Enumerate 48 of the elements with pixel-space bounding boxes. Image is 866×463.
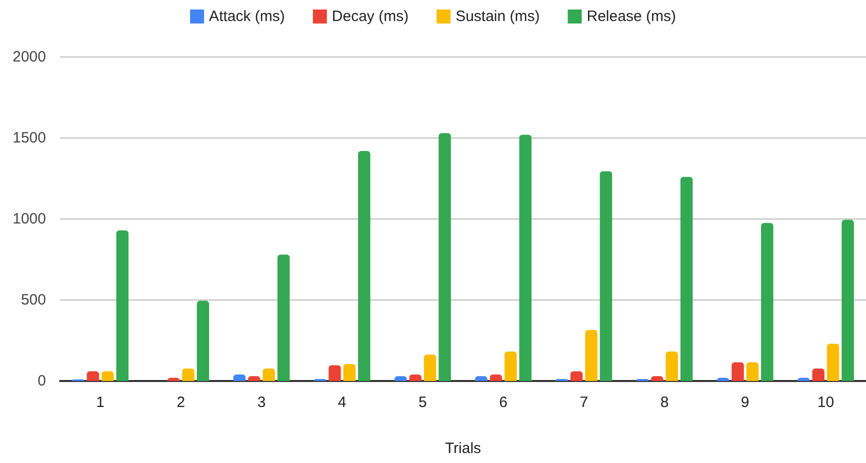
y-tick-label: 1000 [12, 210, 46, 228]
bar [761, 223, 774, 381]
bar [277, 254, 290, 381]
bar [328, 365, 341, 381]
bar [826, 344, 840, 381]
x-tick-label: 4 [338, 394, 346, 411]
x-tick-label: 5 [418, 394, 427, 411]
bar [732, 362, 744, 381]
x-tick-label: 3 [257, 394, 266, 411]
x-tick-label: 6 [499, 394, 508, 411]
bar [86, 371, 100, 381]
y-tick-label: 2000 [12, 48, 46, 66]
x-tick-label: 2 [176, 394, 186, 411]
x-tick-label: 1 [96, 394, 104, 411]
y-tick-label: 0 [38, 372, 46, 390]
bar [812, 368, 824, 381]
bar [666, 352, 678, 381]
bar [102, 371, 114, 381]
bar [842, 220, 854, 381]
x-tick-label: 10 [817, 394, 834, 411]
y-tick-label: 500 [20, 292, 46, 308]
bar [358, 150, 370, 381]
bar [504, 352, 517, 381]
bar [116, 230, 129, 381]
bar [409, 374, 422, 381]
bar [182, 368, 194, 381]
bar [519, 134, 532, 381]
x-tick-label: 7 [580, 394, 588, 411]
bar [343, 364, 356, 381]
legend-label: Attack (ms) [209, 8, 285, 25]
bar [424, 354, 436, 381]
legend-label: Decay (ms) [332, 8, 409, 25]
bar [570, 371, 583, 381]
y-tick-label: 1500 [12, 130, 46, 146]
bar [262, 368, 275, 381]
bar [196, 300, 210, 381]
legend-label: Release (ms) [586, 8, 676, 25]
bar [680, 176, 693, 381]
bar [490, 374, 502, 381]
x-tick-label: 9 [740, 394, 750, 411]
x-axis-title: Trials [444, 440, 482, 457]
bar [438, 133, 451, 381]
bar [585, 330, 598, 381]
bar [233, 374, 246, 381]
bar [746, 362, 759, 381]
bar [600, 171, 612, 381]
legend-label: Sustain (ms) [456, 8, 540, 25]
x-tick-label: 8 [660, 394, 669, 411]
